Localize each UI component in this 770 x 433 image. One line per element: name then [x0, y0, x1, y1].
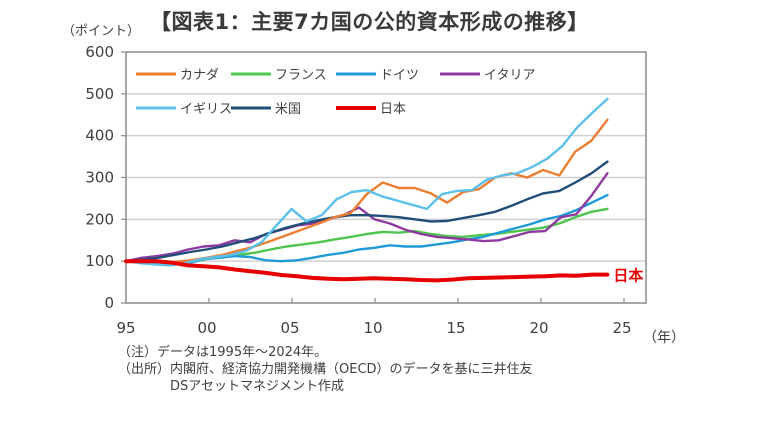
x-tick-label: 25: [612, 319, 631, 337]
y-tick-label: 0: [104, 294, 114, 312]
chart-notes: （注）データは1995年～2024年。 （出所）内閣府、経済協力開発機構（OEC…: [118, 344, 533, 395]
series-lines: [124, 97, 610, 283]
legend-label: 米国: [275, 102, 301, 117]
chart-title: 【図表1：主要7カ国の公的資本形成の推移】: [150, 10, 589, 34]
x-tick-label: 15: [446, 319, 465, 337]
legend-label: ドイツ: [380, 68, 419, 83]
grid-lines: [126, 93, 646, 262]
y-tick-label: 200: [85, 210, 114, 228]
legend-label: イタリア: [484, 68, 535, 83]
legend-label: カナダ: [180, 68, 219, 83]
series-line-イギリス: [124, 97, 609, 267]
note-text: （注）データは1995年～2024年。: [118, 345, 328, 360]
y-axis-unit-label: （ポイント）: [62, 24, 141, 39]
y-tick-label: 300: [85, 169, 114, 187]
source-text-continued: DSアセットマネジメント作成: [170, 379, 345, 394]
series-line-フランス: [124, 207, 609, 265]
series-line-イタリア: [124, 172, 609, 263]
y-axis: 0 100 200 300 400 500 600: [85, 43, 126, 312]
source-text: （出所）内閣府、経済協力開発機構（OECD）のデータを基に三井住友: [118, 362, 533, 377]
x-tick-label: 95: [116, 319, 135, 337]
x-axis: 95 00 05 10 15 20 25: [116, 298, 632, 337]
japan-line-label: 日本: [613, 267, 643, 285]
legend-label: 日本: [380, 102, 406, 117]
x-tick-label: 05: [280, 319, 299, 337]
legend-label: フランス: [275, 68, 327, 83]
series-line-日本: [124, 259, 610, 283]
x-tick-label: 20: [529, 319, 548, 337]
y-tick-label: 600: [85, 43, 114, 61]
y-tick-label: 400: [85, 127, 114, 145]
x-tick-label: 00: [197, 319, 216, 337]
annotations: 日本: [613, 267, 643, 285]
legend-label: イギリス: [180, 102, 232, 117]
x-tick-label: 10: [363, 319, 382, 337]
series-line-米国: [124, 160, 609, 263]
x-axis-unit-label: （年）: [643, 330, 685, 346]
y-tick-label: 500: [85, 85, 114, 103]
y-tick-label: 100: [85, 252, 114, 270]
